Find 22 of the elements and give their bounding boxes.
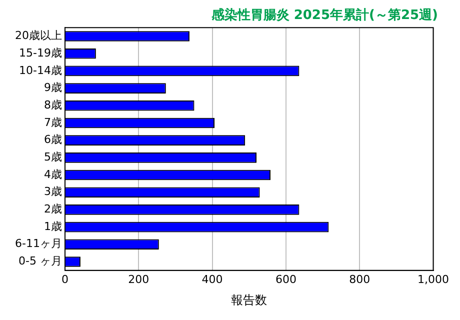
y-tick-label: 2歳 bbox=[44, 202, 62, 216]
x-tick-label: 1,000 bbox=[418, 272, 450, 286]
y-tick-label: 5歳 bbox=[44, 150, 62, 164]
y-tick-label: 8歳 bbox=[44, 98, 62, 112]
y-tick-label: 7歳 bbox=[44, 116, 62, 129]
y-tick-label: 6歳 bbox=[44, 133, 62, 146]
y-tick-label: 1歳 bbox=[44, 220, 62, 233]
x-tick-label: 200 bbox=[128, 272, 150, 286]
x-axis-title: 報告数 bbox=[231, 292, 268, 307]
y-tick-label: 9歳 bbox=[44, 81, 62, 94]
y-tick-label: 6-11ヶ月 bbox=[15, 237, 62, 250]
y-tick-label: 20歳以上 bbox=[14, 29, 62, 42]
y-tick-label: 4歳 bbox=[44, 168, 62, 181]
y-tick-label: 3歳 bbox=[44, 185, 62, 198]
x-tick-label: 600 bbox=[275, 272, 296, 286]
chart-title: 感染性胃腸炎 2025年累計(～第25週) bbox=[210, 7, 438, 24]
x-tick-label: 800 bbox=[349, 272, 370, 286]
y-tick-label: 10-14歳 bbox=[19, 64, 62, 77]
x-tick-label: 400 bbox=[202, 272, 223, 286]
x-tick-label: 0 bbox=[61, 272, 68, 286]
y-tick-label: 0-5 ヶ月 bbox=[18, 254, 62, 268]
y-tick-label: 15-19歳 bbox=[19, 46, 62, 60]
